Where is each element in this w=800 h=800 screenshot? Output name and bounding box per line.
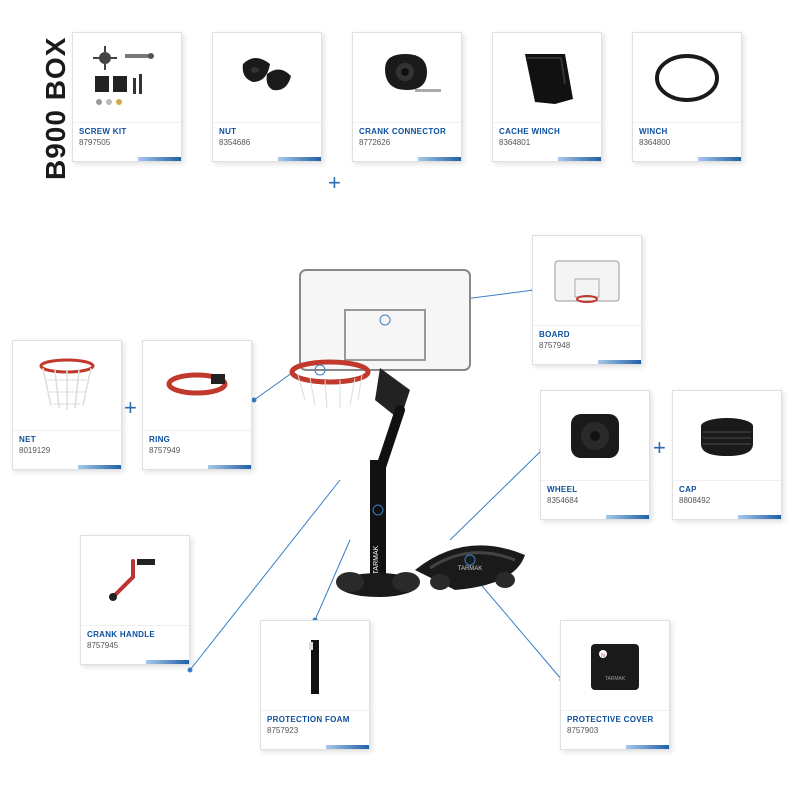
plus-mark: + bbox=[653, 435, 666, 461]
part-card-nut[interactable]: NUT8354686 bbox=[212, 32, 322, 162]
product-assembly-illustration: TARMAK TARMAK bbox=[230, 260, 540, 600]
card-accent bbox=[138, 157, 181, 161]
part-sku: 8797505 bbox=[73, 138, 181, 153]
part-card-screw-kit[interactable]: SCREW KIT8797505 bbox=[72, 32, 182, 162]
part-card-board[interactable]: BOARD8757948 bbox=[532, 235, 642, 365]
screw-kit-icon bbox=[73, 33, 181, 123]
part-sku: 8757949 bbox=[143, 446, 251, 461]
card-accent bbox=[146, 660, 189, 664]
part-label: PROTECTION FOAM bbox=[261, 711, 369, 726]
part-label: CRANK CONNECTOR bbox=[353, 123, 461, 138]
part-card-crank-connector[interactable]: CRANK CONNECTOR8772626 bbox=[352, 32, 462, 162]
card-accent bbox=[698, 157, 741, 161]
part-card-crank-handle[interactable]: CRANK HANDLE8757945 bbox=[80, 535, 190, 665]
plus-mark: + bbox=[124, 395, 137, 421]
card-accent bbox=[738, 515, 781, 519]
part-label: NET bbox=[13, 431, 121, 446]
part-card-net[interactable]: NET8019129 bbox=[12, 340, 122, 470]
part-sku: 8364801 bbox=[493, 138, 601, 153]
part-sku: 8019129 bbox=[13, 446, 121, 461]
part-sku: 8757923 bbox=[261, 726, 369, 741]
svg-text:TARMAK: TARMAK bbox=[373, 545, 380, 574]
part-card-protection-foam[interactable]: PROTECTION FOAM8757923 bbox=[260, 620, 370, 750]
card-accent bbox=[626, 745, 669, 749]
part-label: BOARD bbox=[533, 326, 641, 341]
board-icon bbox=[533, 236, 641, 326]
part-card-protective-cover[interactable]: PROTECTIVE COVER8757903 bbox=[560, 620, 670, 750]
part-label: WHEEL bbox=[541, 481, 649, 496]
cache-winch-icon bbox=[493, 33, 601, 123]
part-sku: 8354686 bbox=[213, 138, 321, 153]
card-accent bbox=[326, 745, 369, 749]
part-label: PROTECTIVE COVER bbox=[561, 711, 669, 726]
plus-mark: + bbox=[328, 170, 341, 196]
svg-text:TARMAK: TARMAK bbox=[458, 566, 483, 572]
crank-handle-icon bbox=[81, 536, 189, 626]
part-sku: 8354684 bbox=[541, 496, 649, 511]
part-sku: 8772626 bbox=[353, 138, 461, 153]
part-label: CRANK HANDLE bbox=[81, 626, 189, 641]
part-card-ring[interactable]: RING8757949 bbox=[142, 340, 252, 470]
part-card-wheel[interactable]: WHEEL8354684 bbox=[540, 390, 650, 520]
card-accent bbox=[606, 515, 649, 519]
card-accent bbox=[558, 157, 601, 161]
wheel-icon bbox=[541, 391, 649, 481]
card-accent bbox=[598, 360, 641, 364]
protection-foam-icon bbox=[261, 621, 369, 711]
part-sku: 8757945 bbox=[81, 641, 189, 656]
net-icon bbox=[13, 341, 121, 431]
part-label: CAP bbox=[673, 481, 781, 496]
part-sku: 8808492 bbox=[673, 496, 781, 511]
nut-icon bbox=[213, 33, 321, 123]
part-card-cache-winch[interactable]: CACHE WINCH8364801 bbox=[492, 32, 602, 162]
card-accent bbox=[78, 465, 121, 469]
protective-cover-icon bbox=[561, 621, 669, 711]
crank-connector-icon bbox=[353, 33, 461, 123]
part-label: WINCH bbox=[633, 123, 741, 138]
card-accent bbox=[278, 157, 321, 161]
part-sku: 8757948 bbox=[533, 341, 641, 356]
card-accent bbox=[418, 157, 461, 161]
card-accent bbox=[208, 465, 251, 469]
part-sku: 8364800 bbox=[633, 138, 741, 153]
part-sku: 8757903 bbox=[561, 726, 669, 741]
part-card-cap[interactable]: CAP8808492 bbox=[672, 390, 782, 520]
part-label: SCREW KIT bbox=[73, 123, 181, 138]
part-label: RING bbox=[143, 431, 251, 446]
winch-icon bbox=[633, 33, 741, 123]
part-card-winch[interactable]: WINCH8364800 bbox=[632, 32, 742, 162]
cap-icon bbox=[673, 391, 781, 481]
part-label: CACHE WINCH bbox=[493, 123, 601, 138]
page-title: B900 BOX bbox=[40, 37, 72, 180]
ring-icon bbox=[143, 341, 251, 431]
part-label: NUT bbox=[213, 123, 321, 138]
